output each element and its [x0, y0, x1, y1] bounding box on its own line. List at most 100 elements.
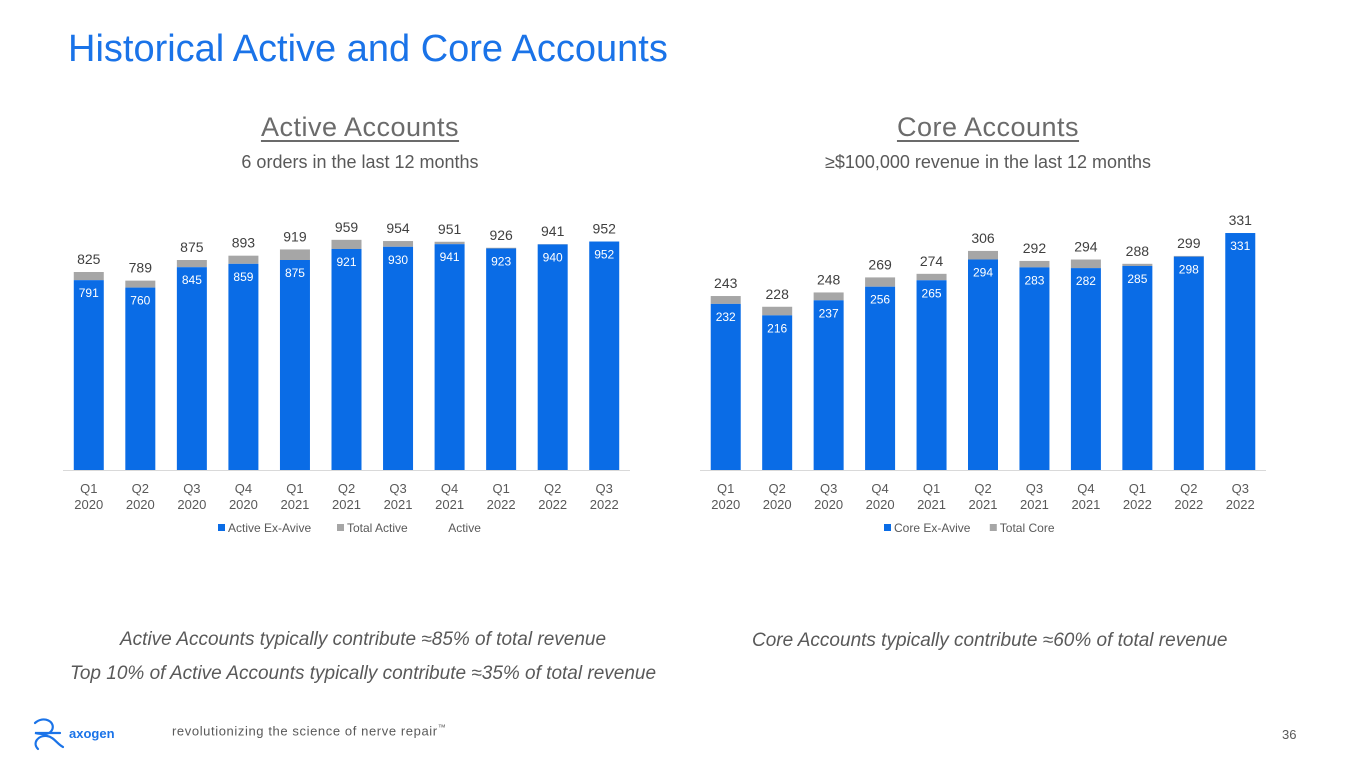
core-ex-avive-value-label: 285	[1127, 272, 1147, 286]
active-total-bar	[125, 280, 156, 288]
core-total-value-label: 331	[1229, 212, 1253, 228]
core-tick-label-quarter: Q4	[871, 481, 888, 496]
active-tick-label-quarter: Q1	[80, 481, 97, 496]
core-total-bar	[968, 250, 998, 260]
active-total-bar	[176, 260, 207, 268]
core-legend-label: Total Core	[1000, 521, 1055, 535]
trademark-mark: ™	[437, 723, 447, 732]
active-tick-label-year: 2020	[126, 497, 155, 512]
page-number: 36	[1282, 727, 1297, 742]
core-total-value-label: 288	[1126, 243, 1150, 259]
core-legend-label: Core Ex-Avive	[894, 521, 971, 535]
active-ex-avive-bar	[331, 248, 362, 470]
core-total-bar	[1122, 263, 1153, 266]
active-total-value-label: 919	[283, 228, 307, 244]
core-ex-avive-bar	[865, 286, 896, 470]
active-ex-avive-bar	[434, 244, 465, 470]
core-accounts-subtitle: ≥$100,000 revenue in the last 12 months	[824, 152, 1152, 172]
active-tick-label-quarter: Q3	[183, 481, 200, 496]
core-ex-avive-bar	[916, 280, 947, 470]
tagline: revolutionizing the science of nerve rep…	[172, 723, 446, 738]
core-total-value-label: 274	[920, 253, 944, 269]
active-total-bar	[486, 247, 517, 249]
active-ex-avive-value-label: 875	[285, 266, 305, 280]
active-total-value-label: 954	[386, 220, 410, 236]
core-ex-avive-bar	[813, 300, 844, 470]
core-tick-label-year: 2022	[1226, 497, 1255, 512]
core-tick-label-quarter: Q4	[1077, 481, 1094, 496]
active-ex-avive-value-label: 940	[543, 250, 563, 264]
core-tick-label-year: 2021	[1071, 497, 1100, 512]
core-tick-label-year: 2020	[763, 497, 792, 512]
core-ex-avive-bar	[968, 259, 998, 470]
core-total-bar	[1019, 260, 1050, 268]
core-total-bar	[1173, 255, 1204, 257]
note-core-revenue-share: Core Accounts typically contribute ≈60% …	[752, 630, 1228, 651]
core-ex-avive-value-label: 256	[870, 293, 890, 307]
core-ex-avive-value-label: 232	[716, 310, 736, 324]
active-ex-avive-bar	[228, 263, 259, 470]
core-ex-avive-value-label: 282	[1076, 274, 1096, 288]
core-ex-avive-bar	[1070, 268, 1101, 470]
core-ex-avive-value-label: 237	[819, 306, 839, 320]
active-ex-avive-value-label: 930	[388, 253, 408, 267]
core-tick-label-quarter: Q1	[1129, 481, 1146, 496]
active-total-value-label: 825	[77, 251, 101, 267]
active-legend-swatch	[337, 524, 344, 531]
active-ex-avive-value-label: 952	[594, 248, 614, 262]
active-tick-label-quarter: Q2	[544, 481, 561, 496]
active-ex-avive-bar	[279, 260, 310, 470]
active-legend-label: Active Ex-Avive	[228, 521, 311, 535]
active-ex-avive-bar	[73, 280, 104, 470]
core-tick-label-year: 2020	[814, 497, 843, 512]
active-tick-label-year: 2022	[538, 497, 567, 512]
core-total-value-label: 299	[1177, 235, 1201, 251]
active-total-bar	[434, 241, 465, 245]
core-ex-avive-bar	[762, 315, 793, 470]
core-tick-label-year: 2021	[969, 497, 998, 512]
core-total-bar	[813, 292, 844, 301]
page-title: Historical Active and Core Accounts	[68, 28, 668, 70]
active-tick-label-quarter: Q1	[286, 481, 303, 496]
active-ex-avive-bar	[537, 244, 568, 470]
core-total-bar	[710, 296, 741, 304]
core-tick-label-quarter: Q2	[974, 481, 991, 496]
active-total-value-label: 789	[129, 260, 153, 276]
active-tick-label-quarter: Q4	[441, 481, 458, 496]
core-ex-avive-bar	[1225, 233, 1256, 470]
active-total-value-label: 893	[232, 235, 256, 251]
core-total-bar	[865, 277, 896, 287]
core-ex-avive-value-label: 298	[1179, 263, 1199, 277]
active-tick-label-quarter: Q3	[596, 481, 613, 496]
core-total-value-label: 294	[1074, 239, 1098, 255]
active-total-value-label: 959	[335, 219, 359, 235]
active-ex-avive-value-label: 859	[233, 270, 253, 284]
active-legend-label: Total Active	[347, 521, 408, 535]
active-total-bar	[331, 239, 362, 249]
core-tick-label-quarter: Q3	[820, 481, 837, 496]
active-ex-avive-value-label: 941	[440, 250, 460, 264]
active-ex-avive-bar	[589, 241, 620, 470]
active-tick-label-quarter: Q3	[389, 481, 406, 496]
active-tick-label-quarter: Q4	[235, 481, 252, 496]
active-total-bar	[228, 255, 259, 264]
core-tick-label-year: 2020	[711, 497, 740, 512]
core-legend-swatch	[884, 524, 891, 531]
active-total-bar	[73, 272, 104, 281]
active-ex-avive-value-label: 791	[79, 286, 99, 300]
active-total-value-label: 926	[489, 227, 513, 243]
core-tick-label-year: 2022	[1123, 497, 1152, 512]
active-total-value-label: 875	[180, 239, 204, 255]
core-accounts-title: Core Accounts	[896, 112, 1080, 142]
core-ex-avive-value-label: 331	[1230, 239, 1250, 253]
active-tick-label-year: 2020	[229, 497, 258, 512]
active-tick-label-year: 2022	[487, 497, 516, 512]
active-tick-label-quarter: Q2	[132, 481, 149, 496]
active-accounts-subtitle: 6 orders in the last 12 months	[241, 152, 479, 172]
active-total-value-label: 951	[438, 221, 462, 237]
core-tick-label-year: 2022	[1174, 497, 1203, 512]
active-tick-label-year: 2020	[74, 497, 103, 512]
core-tick-label-quarter: Q1	[923, 481, 940, 496]
core-total-value-label: 306	[971, 230, 995, 246]
